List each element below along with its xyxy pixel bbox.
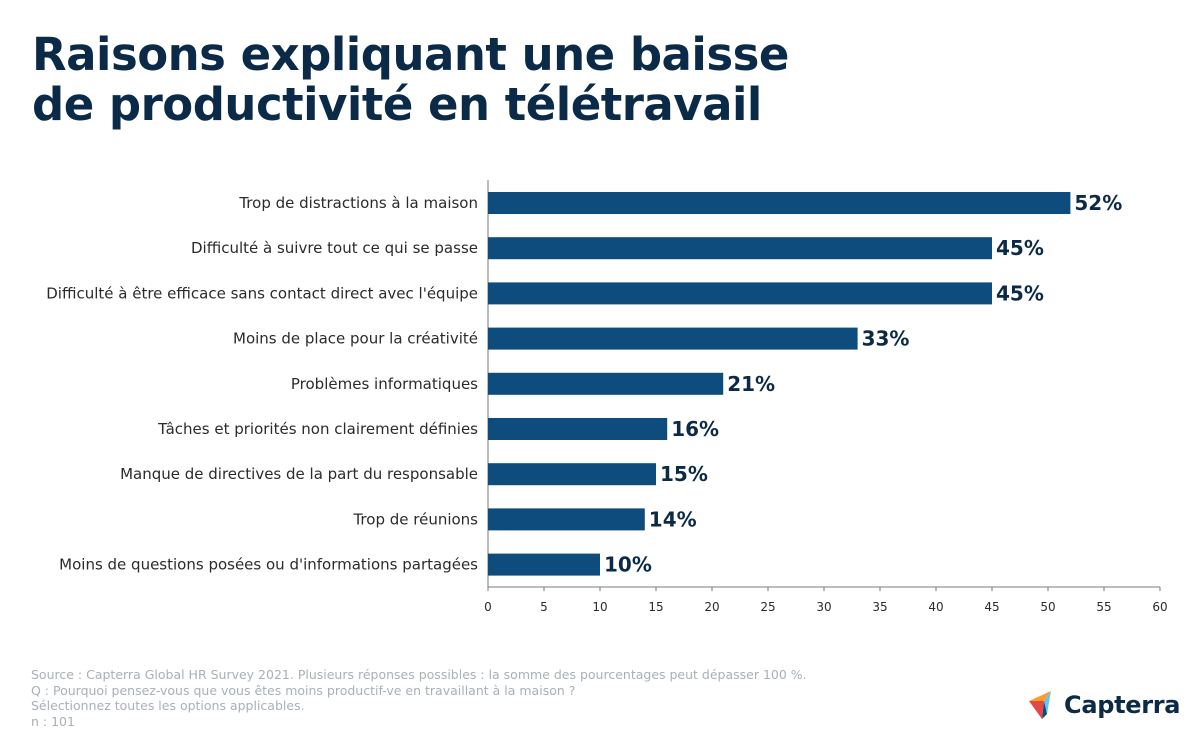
x-tick-label: 20 xyxy=(704,600,719,614)
category-label: Difficulté à suivre tout ce qui se passe xyxy=(191,239,478,257)
category-label: Moins de place pour la créativité xyxy=(233,330,478,348)
bar xyxy=(488,282,992,305)
source-note: Source : Capterra Global HR Survey 2021.… xyxy=(31,667,807,682)
value-label: 45% xyxy=(996,236,1044,260)
capterra-logo: Capterra xyxy=(1028,688,1181,722)
value-label: 10% xyxy=(604,553,652,577)
chart-title-line-1: Raisons expliquant une baisse xyxy=(32,28,789,81)
x-tick-label: 60 xyxy=(1152,600,1167,614)
survey-question: Q : Pourquoi pensez-vous que vous êtes m… xyxy=(31,682,576,698)
x-tick-label: 30 xyxy=(816,600,831,614)
logo-text: Capterra xyxy=(1064,691,1181,719)
bar-chart: Trop de distractions à la maison 52% Diffi… xyxy=(46,180,1168,614)
category-label: Difficulté à être efficace sans contact … xyxy=(46,284,478,302)
x-tick-label: 25 xyxy=(760,600,775,614)
x-tick-label: 0 xyxy=(484,600,492,614)
x-tick-label: 10 xyxy=(592,600,607,614)
value-label: 33% xyxy=(862,327,910,351)
category-label: Trop de réunions xyxy=(352,510,478,528)
bar xyxy=(488,237,992,260)
value-label: 15% xyxy=(660,462,708,486)
bar xyxy=(488,463,656,486)
sample-size: n : 101 xyxy=(31,713,75,729)
capterra-logo-icon xyxy=(1029,691,1051,719)
bar xyxy=(488,327,858,350)
x-tick-label: 15 xyxy=(648,600,663,614)
category-label: Problèmes informatiques xyxy=(291,375,478,393)
category-label: Manque de directives de la part du respo… xyxy=(120,465,478,483)
value-label: 14% xyxy=(649,507,697,531)
bar xyxy=(488,418,668,440)
x-tick-label: 5 xyxy=(540,600,548,614)
x-tick-label: 35 xyxy=(872,600,887,614)
value-label: 45% xyxy=(996,281,1044,305)
chart-footer: Source : Capterra Global HR Survey 2021.… xyxy=(31,667,807,729)
bar xyxy=(488,553,600,576)
category-label: Moins de questions posées ou d'informati… xyxy=(59,556,478,574)
x-tick-label: 55 xyxy=(1096,600,1111,614)
survey-instruction: Sélectionnez toutes les options applicab… xyxy=(31,698,305,713)
chart-title: Raisons expliquant une baisse de product… xyxy=(32,30,932,130)
bar xyxy=(488,192,1071,214)
x-tick-label: 40 xyxy=(928,600,943,614)
bar xyxy=(488,508,645,531)
bar xyxy=(488,372,724,395)
value-label: 21% xyxy=(727,372,775,396)
x-tick-label: 50 xyxy=(1040,600,1055,614)
value-label: 16% xyxy=(671,417,719,441)
chart-title-line-2: de productivité en télétravail xyxy=(32,78,762,131)
category-label: Tâches et priorités non clairement défin… xyxy=(157,420,478,438)
value-label: 52% xyxy=(1074,191,1122,215)
category-label: Trop de distractions à la maison xyxy=(238,194,478,212)
x-tick-label: 45 xyxy=(984,600,999,614)
